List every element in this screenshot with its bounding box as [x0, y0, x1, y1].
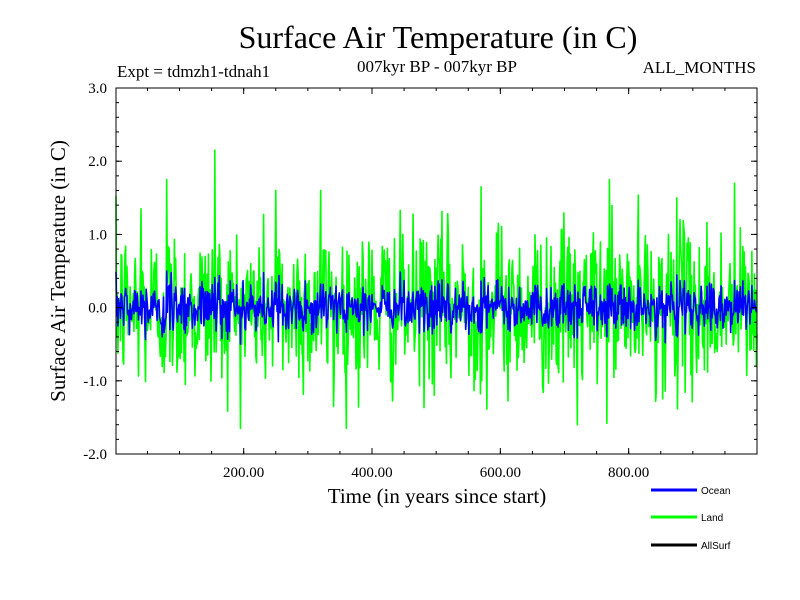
legend-label-ocean: Ocean	[701, 486, 730, 497]
x-tick-label: 800.00	[608, 465, 649, 481]
period-label: 007kyr BP - 007kyr BP	[357, 57, 517, 76]
tick-layer: -2.0 -1.0 0.0 1.0 2.0 3.0 200.00 400.00 600.00 80…	[83, 81, 757, 481]
legend-label-allsurf: AllSurf	[701, 541, 731, 552]
series-line-ocean	[115, 270, 758, 345]
y-tick-label: -1.0	[83, 374, 107, 390]
x-tick-label: 400.00	[351, 465, 392, 481]
y-tick-label: 2.0	[88, 154, 107, 170]
series-layer	[115, 149, 758, 430]
y-tick-label: 1.0	[88, 227, 107, 243]
x-tick-label: 200.00	[223, 465, 264, 481]
y-tick-label: 0.0	[88, 301, 107, 317]
months-label: ALL_MONTHS	[643, 58, 756, 77]
x-tick-label: 600.00	[480, 465, 521, 481]
y-tick-label: -2.0	[83, 447, 107, 463]
legend-label-land: Land	[701, 513, 723, 524]
x-axis-label: Time (in years since start)	[328, 484, 547, 508]
legend: Ocean Land AllSurf	[651, 486, 731, 552]
experiment-label: Expt = tdmzh1-tdnah1	[117, 62, 270, 81]
y-tick-label: 3.0	[88, 81, 107, 97]
chart-title: Surface Air Temperature (in C)	[239, 19, 638, 55]
y-axis-label: Surface Air Temperature (in C)	[46, 140, 70, 402]
